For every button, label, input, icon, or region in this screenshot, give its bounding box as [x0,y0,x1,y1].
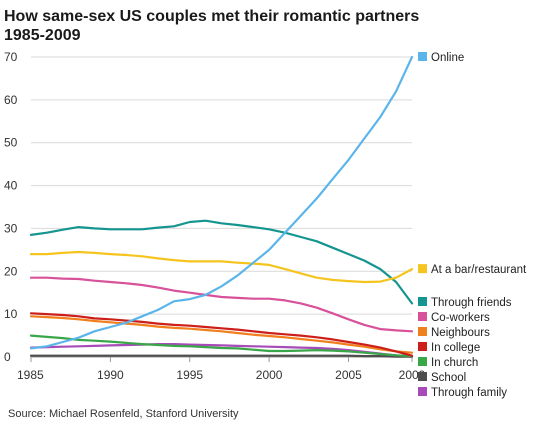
legend-item-co-workers: Co-workers [418,312,490,324]
y-axis-ticks: 0 10 20 30 40 50 60 70 [4,50,18,364]
y-tick-label: 30 [4,221,18,235]
legend-label: In college [431,342,480,354]
x-tick-label: 1985 [17,368,44,382]
chart-title-line-1: How same-sex US couples met their romant… [4,8,420,25]
chart-title: How same-sex US couples met their romant… [4,7,419,45]
x-tick-label: 2000 [256,368,283,382]
legend-swatch [418,297,427,306]
series-line-school [29,354,414,358]
chart-title-line-2: 1985-2009 [4,27,81,44]
legend-swatch [418,372,427,381]
y-tick-label: 20 [4,264,18,278]
series-line-online [29,55,414,350]
legend-item-through-family: Through family [418,387,507,399]
legend: Online At a bar/restaurant Through friends… [418,52,527,399]
legend-label: Co-workers [431,312,490,324]
source-note: Source: Michael Rosenfeld, Stanford Univ… [8,408,239,420]
legend-label: Through family [431,387,507,399]
legend-item-through-friends: Through friends [418,297,512,309]
legend-label: In church [431,357,478,369]
series-line-in-church [29,334,414,358]
y-tick-label: 40 [4,179,18,193]
legend-swatch [418,342,427,351]
legend-swatch [418,387,427,396]
legend-label: Neighbours [431,327,490,339]
series-lines [29,55,414,358]
legend-label: At a bar/restaurant [431,264,527,276]
series-line-neighbours [29,315,414,354]
legend-item-in-college: In college [418,342,480,354]
legend-item-neighbours: Neighbours [418,327,490,339]
legend-item-online: Online [418,52,464,64]
series-line-through-friends [29,219,414,305]
series-line-in-college [29,312,414,357]
y-tick-label: 60 [4,93,18,107]
x-tick-label: 1990 [97,368,124,382]
x-tick-label: 1995 [176,368,203,382]
grid [31,56,412,358]
legend-swatch [418,312,427,321]
legend-item-at-a-bar-restaurant: At a bar/restaurant [418,264,527,276]
legend-label: Online [431,52,464,64]
y-tick-label: 50 [4,136,18,150]
series-line-through-family [29,343,414,358]
y-tick-label: 10 [4,307,18,321]
legend-swatch [418,357,427,366]
legend-label: School [431,372,466,384]
y-tick-label: 70 [4,50,18,64]
x-axis-ticks: 1985 1990 1995 2000 2005 2009 [17,357,426,382]
legend-swatch [418,264,427,274]
legend-swatch [418,52,427,61]
x-tick-label: 2005 [335,368,362,382]
legend-item-school: School [418,372,466,384]
series-line-at-a-bar-restaurant [29,250,414,284]
legend-swatch [418,327,427,336]
y-tick-label: 0 [4,350,11,364]
legend-label: Through friends [431,297,512,309]
legend-item-in-church: In church [418,357,478,369]
series-line-co-workers [29,276,414,333]
